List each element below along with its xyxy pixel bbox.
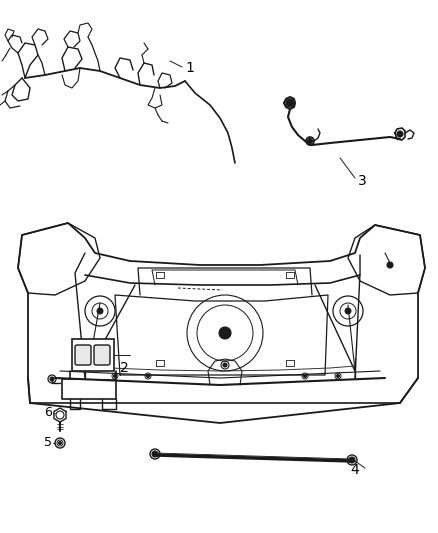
Circle shape <box>349 457 355 463</box>
Text: 5: 5 <box>44 437 52 449</box>
Circle shape <box>304 375 307 377</box>
FancyBboxPatch shape <box>75 345 91 365</box>
Circle shape <box>387 262 393 268</box>
Circle shape <box>146 375 149 377</box>
Circle shape <box>397 131 403 137</box>
Circle shape <box>50 377 54 381</box>
Circle shape <box>336 375 339 377</box>
Circle shape <box>97 308 103 314</box>
Circle shape <box>152 451 158 457</box>
Circle shape <box>223 363 227 367</box>
Text: 6: 6 <box>44 407 52 419</box>
Text: 2: 2 <box>120 361 129 375</box>
Text: 1: 1 <box>185 61 194 75</box>
Text: 4: 4 <box>350 463 359 477</box>
Circle shape <box>59 441 61 445</box>
Circle shape <box>113 375 117 377</box>
Circle shape <box>345 308 351 314</box>
Circle shape <box>286 99 294 107</box>
FancyBboxPatch shape <box>94 345 110 365</box>
Text: 3: 3 <box>358 174 367 188</box>
Circle shape <box>307 139 312 143</box>
Circle shape <box>219 327 231 339</box>
FancyBboxPatch shape <box>72 339 114 371</box>
